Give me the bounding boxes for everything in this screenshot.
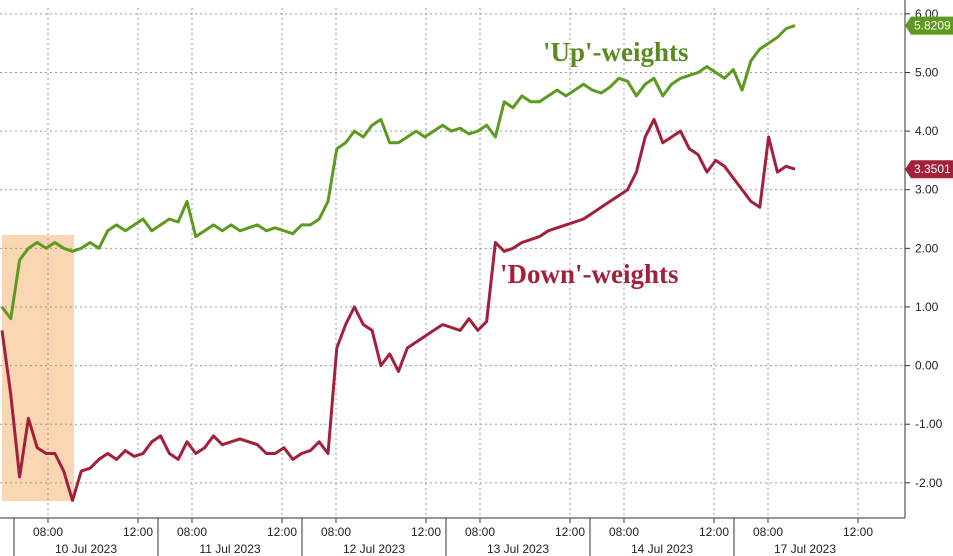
x-tick-label: 12:00 (699, 525, 729, 539)
x-tick-label: 08:00 (177, 525, 207, 539)
last-value-down: 3.3501 (914, 162, 951, 176)
x-tick-label: 12:00 (123, 525, 153, 539)
x-tick-label: 08:00 (465, 525, 495, 539)
last-value-badge-up: 5.8209 (905, 16, 953, 35)
series-line-up-weights (0, 24, 796, 321)
x-tick-label: 08:00 (753, 525, 783, 539)
y-tick-label: -1.00 (915, 417, 943, 431)
y-tick-label: 5.00 (915, 65, 939, 79)
x-tick-label: 08:00 (609, 525, 639, 539)
x-tick-label: 08:00 (321, 525, 351, 539)
date-label: 13 Jul 2023 (487, 542, 549, 556)
annotation-up-weights: 'Up'-weights (543, 37, 689, 67)
date-label: 11 Jul 2023 (199, 542, 260, 556)
x-tick-label: 12:00 (843, 525, 873, 539)
series-group (0, 24, 796, 502)
y-tick-label: 3.00 (915, 183, 939, 197)
grid (0, 8, 905, 518)
date-label: 17 Jul 2023 (774, 542, 836, 556)
y-tick-label: 2.00 (915, 241, 939, 255)
date-label: 14 Jul 2023 (631, 542, 693, 556)
badge-down-shape (905, 160, 953, 179)
y-tick-label: 4.00 (915, 124, 939, 138)
series-line-down-weights (0, 117, 796, 502)
y-tick-label: -2.00 (915, 476, 943, 490)
date-label: 10 Jul 2023 (55, 542, 117, 556)
highlight-box (2, 235, 74, 501)
x-tick-label: 12:00 (411, 525, 441, 539)
date-label: 12 Jul 2023 (343, 542, 405, 556)
annotation-down-weights: 'Down'-weights (500, 259, 679, 289)
x-tick-label: 12:00 (267, 525, 297, 539)
x-tick-label: 08:00 (33, 525, 63, 539)
y-tick-label: 1.00 (915, 300, 939, 314)
x-tick-label: 12:00 (555, 525, 585, 539)
last-value-up: 5.8209 (914, 19, 951, 33)
y-tick-label: 0.00 (915, 359, 939, 373)
last-value-badge-down: 3.3501 (905, 160, 953, 179)
badge-up-shape (905, 16, 953, 35)
